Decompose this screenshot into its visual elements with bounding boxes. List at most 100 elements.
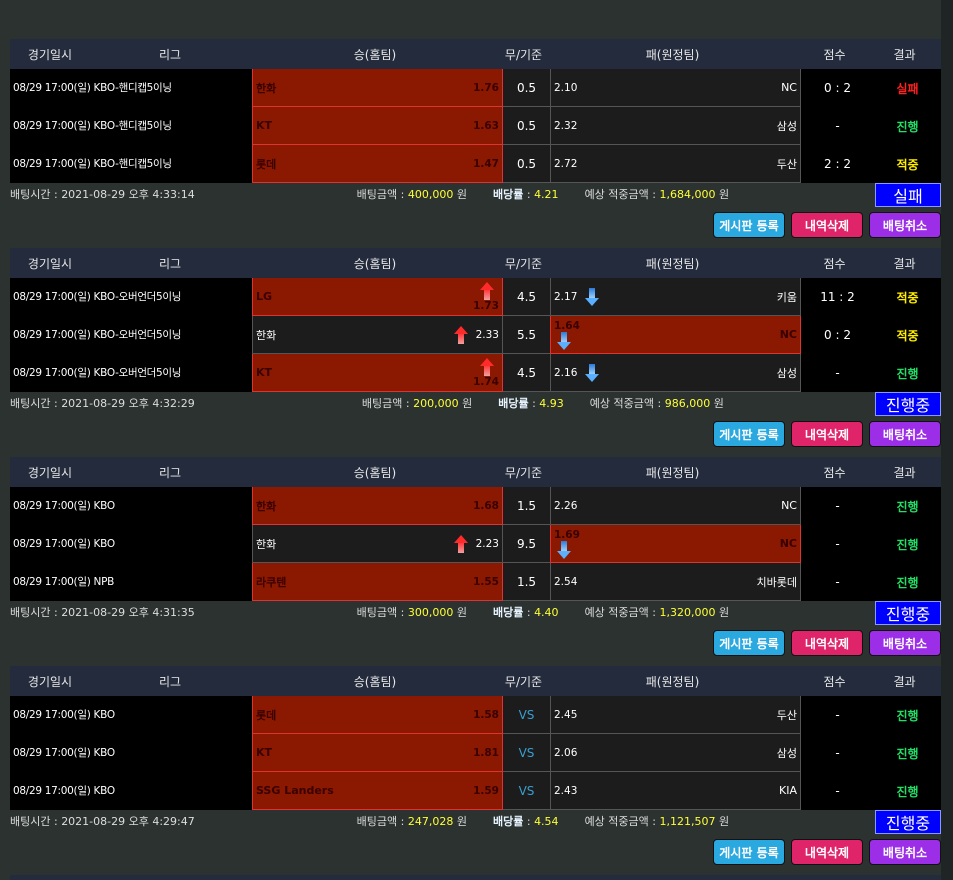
odds-rate: 4.54 xyxy=(534,815,559,828)
table-header: 경기일시 리그 승(홈팀) 무/기준 패(원정팀) 점수 결과 xyxy=(10,666,941,696)
bet-time-label: 배팅시간 : xyxy=(10,397,62,410)
table-row: 08/29 17:00(일) KBO 한화 1.68 1.5 2.26 NC - 진… xyxy=(10,487,941,525)
match-datetime-league: 08/29 17:00(일) KBO-핸디캡5이닝 xyxy=(13,157,172,170)
away-odds: 2.32 xyxy=(554,119,578,132)
away-pick-cell[interactable]: 1.64 NC xyxy=(550,316,801,354)
away-team: NC xyxy=(781,499,797,512)
rate-sep: : xyxy=(523,188,535,201)
rate-label: 배당률 xyxy=(492,815,524,828)
home-odds: 1.81 xyxy=(473,746,499,759)
won-unit: 원 xyxy=(458,397,473,410)
bet-status: 진행중 xyxy=(875,810,941,834)
away-pick-cell[interactable]: 2.16 삼성 xyxy=(550,354,801,392)
home-pick-cell[interactable]: 라쿠텐 1.55 xyxy=(252,563,503,601)
column-header: 승(홈팀) xyxy=(353,465,397,480)
score: - xyxy=(835,537,840,551)
away-odds: 2.06 xyxy=(554,746,578,759)
home-pick-cell[interactable]: KT 1.74 xyxy=(252,354,503,392)
away-team: 키움 xyxy=(776,290,797,304)
bet-slip: 경기일시 리그 승(홈팀) 무/기준 패(원정팀) 점수 결과 08/29 17:00(일)… xyxy=(10,457,941,666)
table-row: 08/29 17:00(일) KBO-오버언더5이닝 한화 2.33 5.5 1.… xyxy=(10,316,941,354)
delete-history-button[interactable]: 내역삭제 xyxy=(791,839,863,865)
board-register-button[interactable]: 게시판 등록 xyxy=(713,630,785,656)
away-pick-cell[interactable]: 2.45 두산 xyxy=(550,696,801,734)
delete-history-button[interactable]: 내역삭제 xyxy=(791,212,863,238)
amount-label: 배팅금액 : xyxy=(356,606,408,619)
home-team: KT xyxy=(256,119,273,132)
cancel-bet-button[interactable]: 배팅취소 xyxy=(869,421,941,447)
expected-label: 예상 적중금액 : xyxy=(584,188,660,201)
home-team: 라쿠텐 xyxy=(256,575,287,589)
result-badge: 진행 xyxy=(896,499,919,514)
home-pick-cell[interactable]: 한화 2.23 xyxy=(252,525,503,563)
home-pick-cell[interactable]: 한화 1.68 xyxy=(252,487,503,525)
score: - xyxy=(835,366,840,380)
home-team: 한화 xyxy=(256,537,277,551)
away-pick-cell[interactable]: 1.69 NC xyxy=(550,525,801,563)
home-pick-cell[interactable]: 한화 2.33 xyxy=(252,316,503,354)
away-pick-cell[interactable]: 2.26 NC xyxy=(550,487,801,525)
delete-history-button[interactable]: 내역삭제 xyxy=(791,421,863,447)
away-pick-cell[interactable]: 2.54 치바롯데 xyxy=(550,563,801,601)
board-register-button[interactable]: 게시판 등록 xyxy=(713,421,785,447)
away-odds: 2.43 xyxy=(554,784,578,797)
home-odds: 1.76 xyxy=(473,81,499,94)
draw-line-cell: VS xyxy=(503,734,550,772)
column-header: 패(원정팀) xyxy=(645,47,700,62)
away-team: 삼성 xyxy=(776,119,797,133)
away-pick-cell[interactable]: 2.32 삼성 xyxy=(550,107,801,145)
bet-time-label: 배팅시간 : xyxy=(10,188,62,201)
away-pick-cell[interactable]: 2.43 KIA xyxy=(550,772,801,810)
away-pick-cell[interactable]: 2.10 NC xyxy=(550,69,801,107)
board-register-button[interactable]: 게시판 등록 xyxy=(713,839,785,865)
away-pick-cell[interactable]: 2.06 삼성 xyxy=(550,734,801,772)
column-header: 승(홈팀) xyxy=(353,674,397,689)
cancel-bet-button[interactable]: 배팅취소 xyxy=(869,839,941,865)
expected-payout: 1,121,507 xyxy=(659,815,716,828)
match-datetime-league: 08/29 17:00(일) KBO-오버언더5이닝 xyxy=(13,328,182,341)
draw-line-cell: 5.5 xyxy=(503,316,550,354)
draw-line-cell: VS xyxy=(503,772,550,810)
table-row: 08/29 17:00(일) KBO-핸디캡5이닝 롯데 1.47 0.5 2.7… xyxy=(10,145,941,183)
result-badge: 진행 xyxy=(896,537,919,552)
column-header: 리그 xyxy=(158,47,182,62)
board-register-button[interactable]: 게시판 등록 xyxy=(713,212,785,238)
column-header: 점수 xyxy=(823,256,846,271)
column-header: 승(홈팀) xyxy=(353,256,397,271)
table-row: 08/29 17:00(일) KBO 한화 2.23 9.5 1.69 NC - 진… xyxy=(10,525,941,563)
rate-sep: : xyxy=(528,397,540,410)
home-pick-cell[interactable]: KT 1.63 xyxy=(252,107,503,145)
table-header: 경기일시 리그 승(홈팀) 무/기준 패(원정팀) 점수 결과 xyxy=(10,39,941,69)
home-pick-cell[interactable]: 롯데 1.58 xyxy=(252,696,503,734)
home-odds: 1.68 xyxy=(473,499,499,512)
expected-label: 예상 적중금액 : xyxy=(584,606,660,619)
draw-line-cell: 9.5 xyxy=(503,525,550,563)
draw-line-cell: 0.5 xyxy=(503,107,550,145)
column-header: 결과 xyxy=(893,674,916,689)
column-header: 무/기준 xyxy=(504,47,543,62)
column-header: 점수 xyxy=(823,674,846,689)
away-team: NC xyxy=(779,328,797,341)
away-team: NC xyxy=(779,537,797,550)
bet-summary: 배팅시간 : 2021-08-29 오후 4:32:29 배팅금액 : 200,… xyxy=(10,392,941,416)
home-team: SSG Landers xyxy=(256,784,334,797)
home-pick-cell[interactable]: LG 1.73 xyxy=(252,278,503,316)
away-pick-cell[interactable]: 2.17 키움 xyxy=(550,278,801,316)
cancel-bet-button[interactable]: 배팅취소 xyxy=(869,212,941,238)
bet-time: 2021-08-29 오후 4:29:47 xyxy=(61,815,195,828)
cancel-bet-button[interactable]: 배팅취소 xyxy=(869,630,941,656)
home-pick-cell[interactable]: SSG Landers 1.59 xyxy=(252,772,503,810)
odds-down-icon xyxy=(557,331,571,350)
away-pick-cell[interactable]: 2.72 두산 xyxy=(550,145,801,183)
draw-line-cell: 1.5 xyxy=(503,563,550,601)
bet-amount: 247,028 xyxy=(407,815,454,828)
home-pick-cell[interactable]: KT 1.81 xyxy=(252,734,503,772)
home-pick-cell[interactable]: 한화 1.76 xyxy=(252,69,503,107)
column-header: 결과 xyxy=(893,47,916,62)
away-team: 두산 xyxy=(776,708,797,722)
home-pick-cell[interactable]: 롯데 1.47 xyxy=(252,145,503,183)
home-odds: 2.23 xyxy=(475,537,499,550)
column-header: 리그 xyxy=(158,256,182,271)
bet-slip: 경기일시 리그 승(홈팀) 무/기준 패(원정팀) 점수 결과 08/29 17:00(일)… xyxy=(10,39,941,248)
delete-history-button[interactable]: 내역삭제 xyxy=(791,630,863,656)
